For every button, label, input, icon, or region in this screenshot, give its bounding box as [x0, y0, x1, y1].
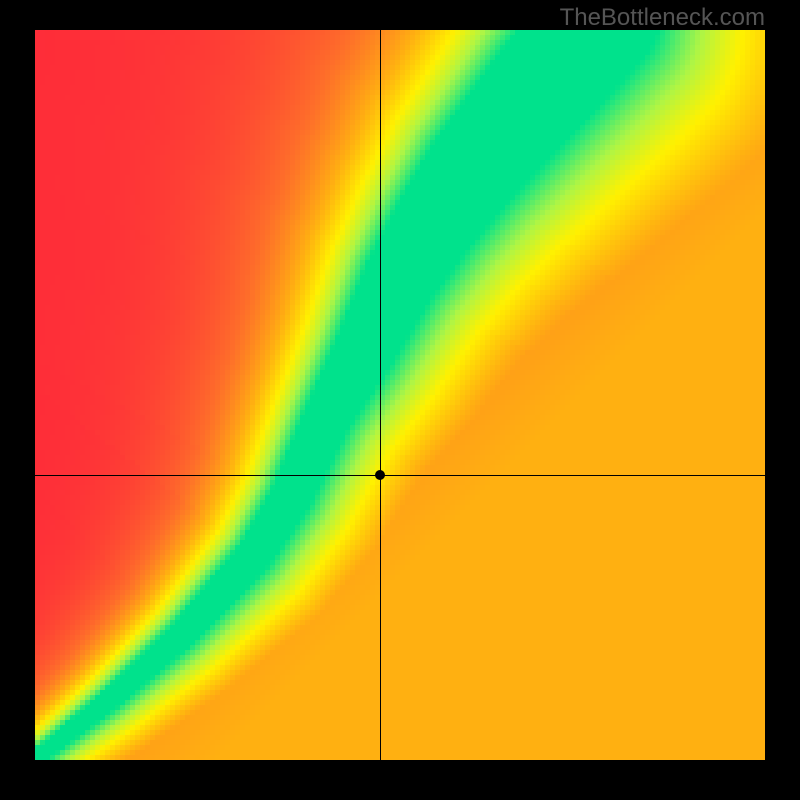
- crosshair-horizontal: [35, 475, 765, 476]
- crosshair-vertical: [380, 30, 381, 760]
- watermark-text: TheBottleneck.com: [560, 4, 765, 32]
- bottleneck-heatmap: [35, 30, 765, 760]
